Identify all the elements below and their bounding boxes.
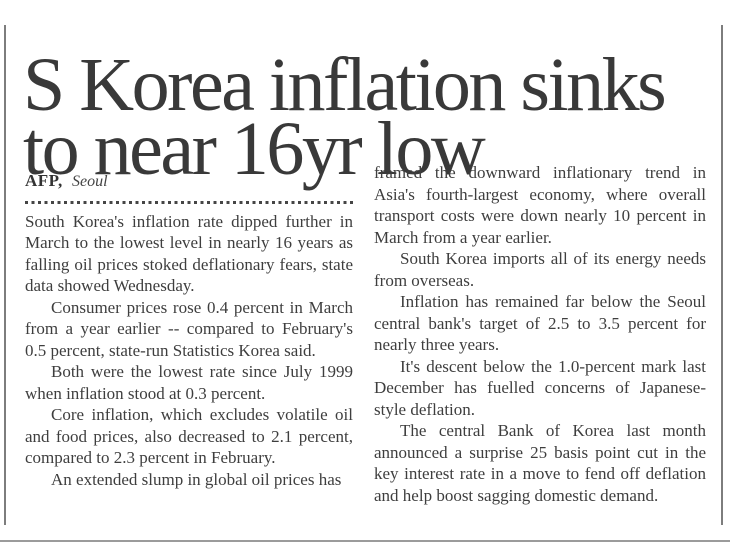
bottom-rule bbox=[0, 540, 730, 542]
article-paragraph: South Korea imports all of its energy ne… bbox=[374, 249, 706, 290]
byline-location: Seoul bbox=[72, 173, 108, 190]
left-column-rule bbox=[4, 25, 6, 525]
article-paragraph: South Korea's inflation rate dipped furt… bbox=[25, 211, 353, 296]
byline-agency: AFP, bbox=[25, 171, 63, 190]
byline: AFP, Seoul bbox=[25, 170, 353, 193]
article-paragraph: The central Bank of Korea last month ann… bbox=[374, 421, 706, 505]
article-paragraph: Inflation has remained far below the Seo… bbox=[374, 292, 706, 354]
article-headline: S Korea inflation sinks to near 16yr low bbox=[23, 42, 667, 191]
byline-dotted-rule bbox=[25, 200, 353, 204]
article-paragraph: Core inflation, which excludes volatile … bbox=[25, 405, 353, 467]
article-column-right: framed the downward inflationary trend i… bbox=[374, 162, 706, 506]
right-column-rule bbox=[721, 25, 723, 525]
article-paragraph: It's descent below the 1.0-percent mark … bbox=[374, 356, 706, 419]
article-paragraph: Consumer prices rose 0.4 percent in Marc… bbox=[25, 297, 353, 360]
article-paragraph: framed the downward inflationary trend i… bbox=[374, 163, 706, 247]
article-paragraph: Both were the lowest rate since July 199… bbox=[25, 362, 353, 403]
article-column-left: AFP, Seoul South Korea's inflation rate … bbox=[25, 170, 353, 490]
article-paragraph: An extended slump in global oil prices h… bbox=[51, 469, 342, 489]
